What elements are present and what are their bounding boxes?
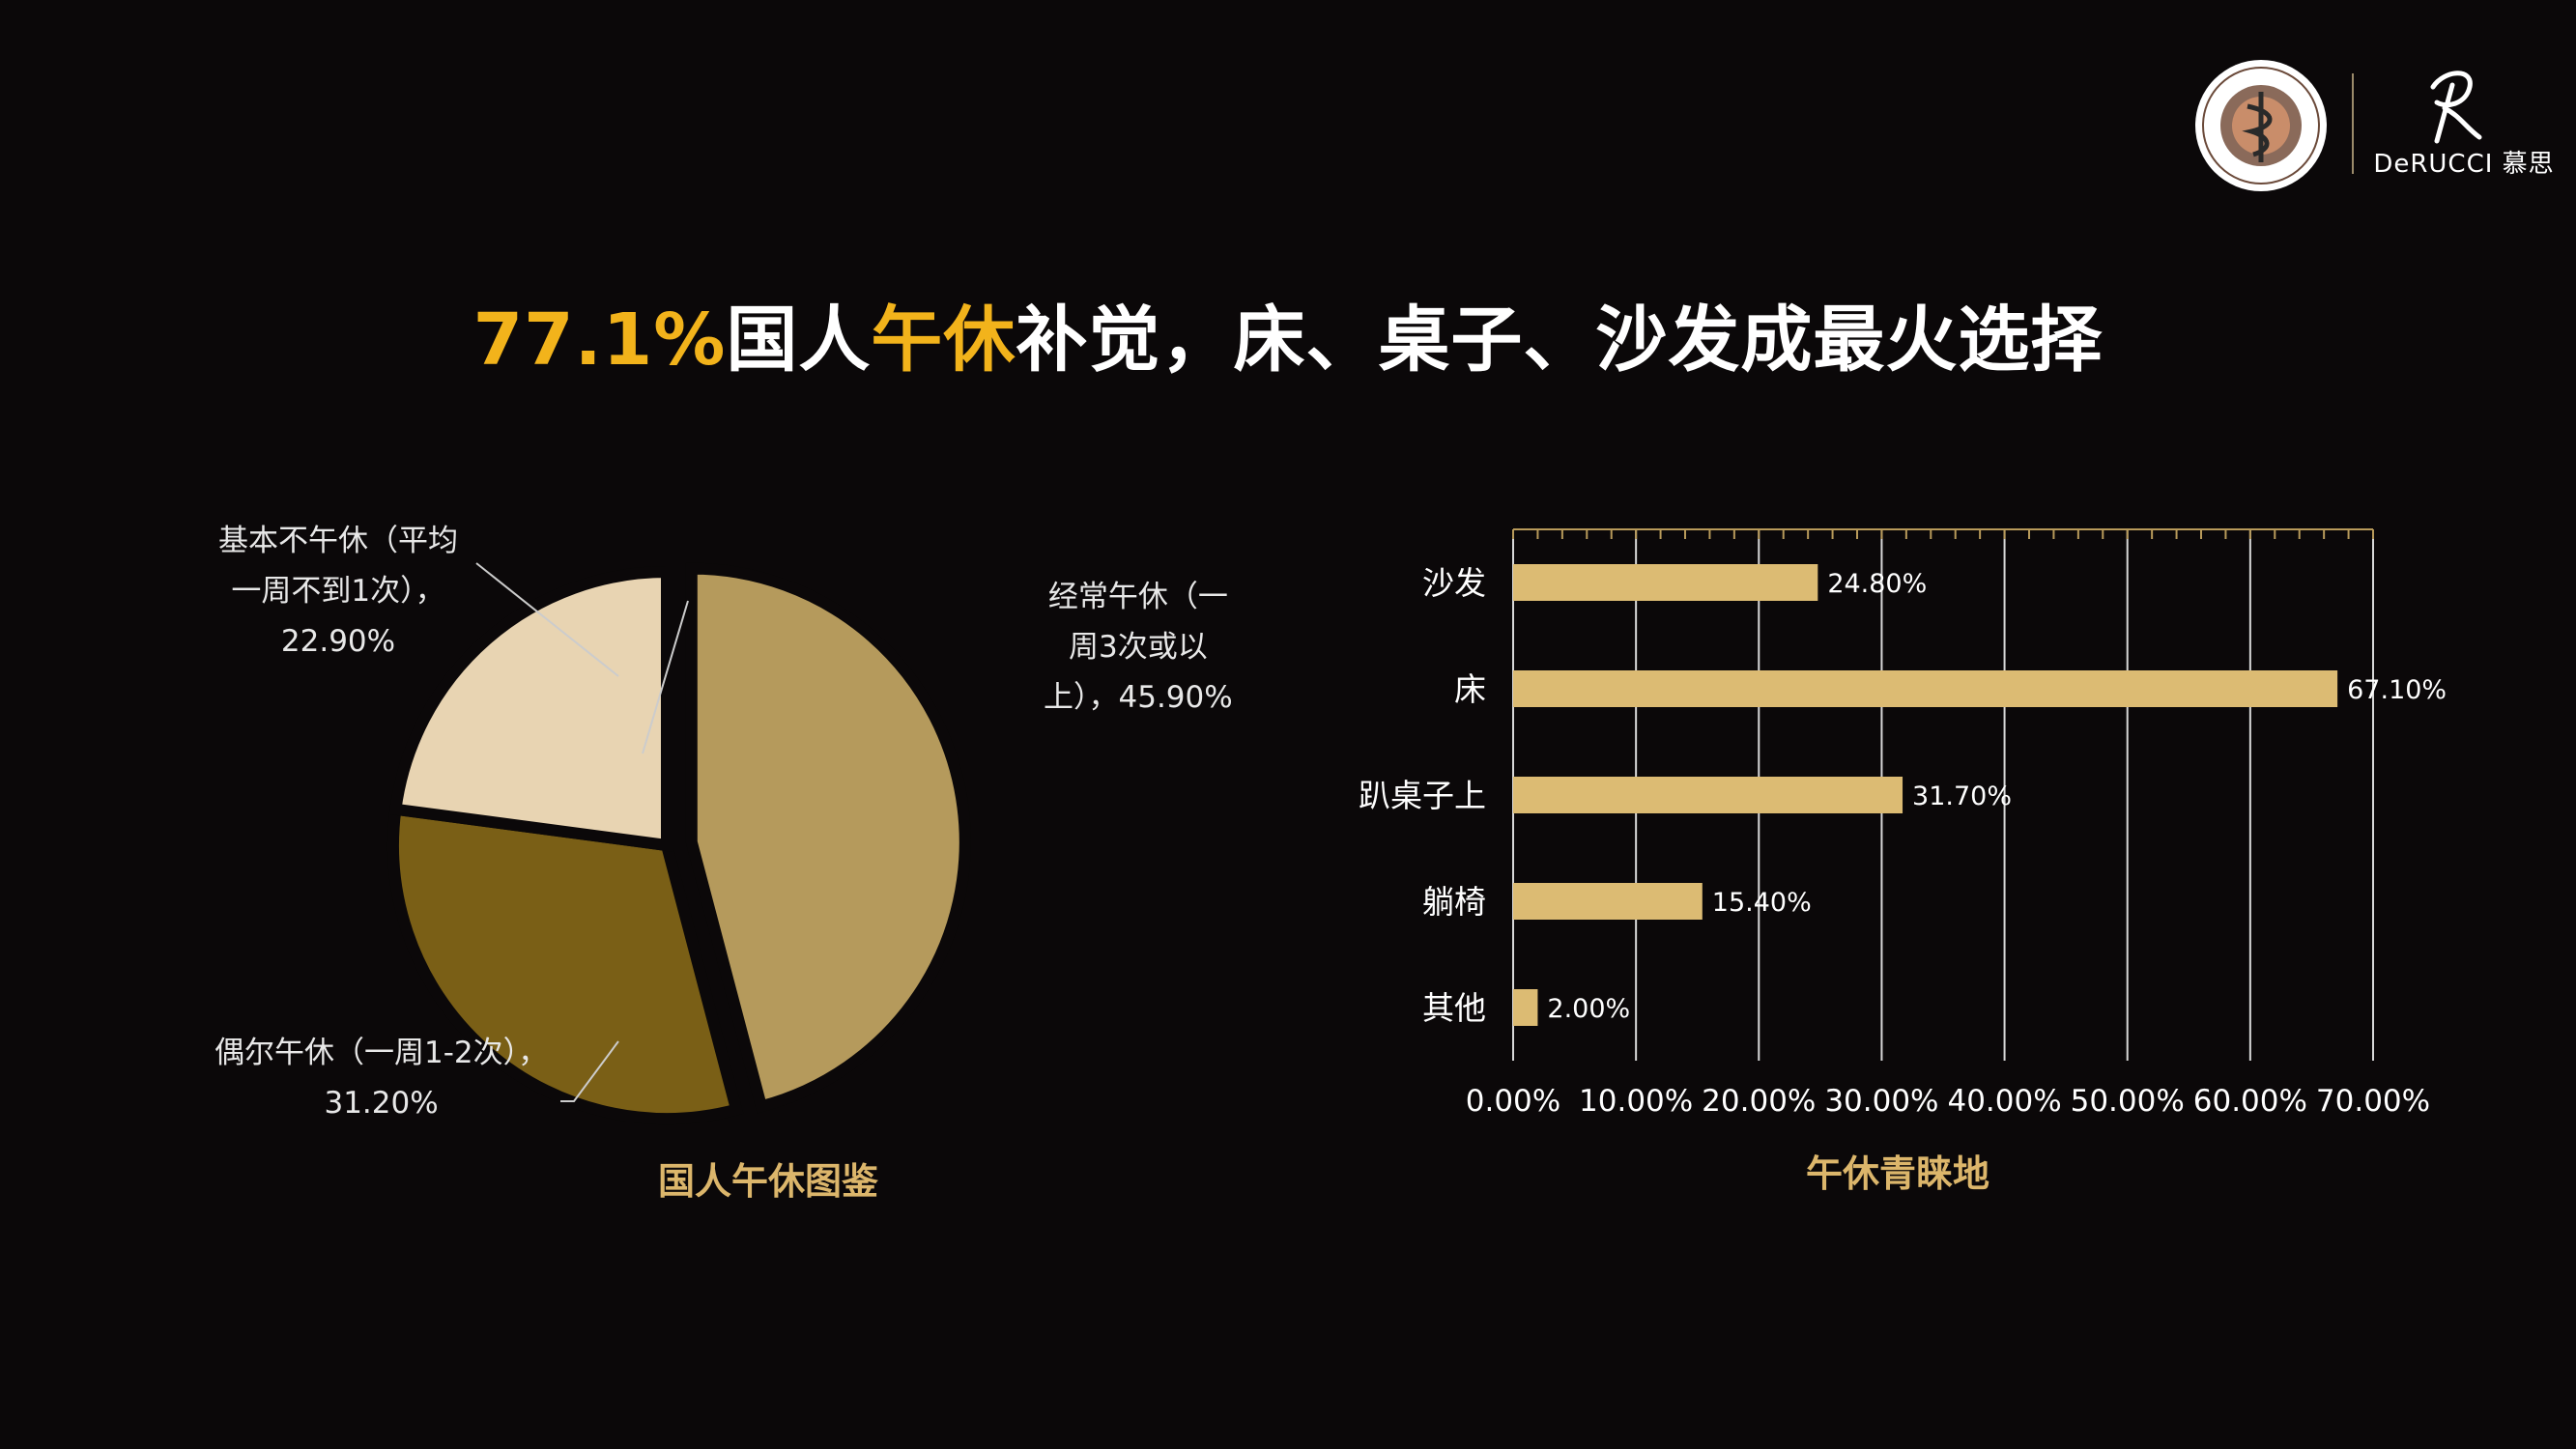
pie-slice-occasional [387,803,744,1124]
bar-axis-tick-label: 0.00% [1466,1084,1560,1119]
bar-category-label: 其他 [1422,989,1486,1027]
logo-graphic: DeRUCCI 慕思 [2195,60,2554,191]
pie-label-line: 经常午休（一 [1047,580,1228,614]
brand-text: DeRUCCI 慕思 [2373,150,2554,179]
bar-axis-tick-label: 60.00% [2193,1084,2307,1119]
bar-marks [1513,564,2338,1026]
bar-axis-ticks: 0.00% 10.00% 20.00% 30.00% 40.00% 50.00% 60.00… [1466,1084,2430,1119]
bar-axis-tick-label: 40.00% [1947,1084,2061,1119]
bar-axis-tick-label: 10.00% [1579,1084,1693,1119]
pie-label-line: 一周不到1次）， [231,574,445,609]
bar-0 [1513,564,1818,601]
leader-line-rare [475,562,619,677]
bar-2 [1513,777,1903,813]
pie-slice-regular [685,562,971,1114]
bar-axis-tick-label: 70.00% [2316,1084,2430,1119]
bar-value-labels: 24.80% 67.10% 31.70% 15.40% 2.00% [1547,569,2447,1024]
logo-area: DeRUCCI 慕思 [2184,48,2570,203]
pie-label-line: 31.20% [324,1086,439,1121]
pie-label-line: 偶尔午休（一周1-2次）， [215,1036,549,1070]
pie-label-line: 周3次或以 [1068,630,1208,665]
bar-3 [1513,883,1703,920]
bar-category-label: 沙发 [1422,564,1486,602]
pie-label-rare: 基本不午休（平均 一周不到1次）， 22.90% [218,516,458,667]
bar-axis-tick-label: 20.00% [1702,1084,1816,1119]
bar-value-label: 2.00% [1547,994,1630,1024]
headline-percent: 77.1% [472,298,727,382]
pie-label-line: 上），45.90% [1044,680,1233,715]
headline-rest: 补觉，床、桌子、沙发成最火选择 [1016,298,2104,382]
bar-category-label: 躺椅 [1422,883,1486,921]
bar-value-label: 31.70% [1912,781,2012,811]
bar-value-label: 24.80% [1827,569,1927,599]
pie-label-occasional: 偶尔午休（一周1-2次）， 31.20% [215,1028,548,1128]
pie-chart-title: 国人午休图鉴 [657,1160,879,1203]
pie-slice-rare [388,565,673,852]
bar-category-label: 趴桌子上 [1359,777,1486,814]
bar-1 [1513,670,2338,707]
leader-line-occasional [560,1040,619,1102]
pie-label-line: 基本不午休（平均 [218,524,458,558]
page-title: 77.1%国人午休补觉，床、桌子、沙发成最火选择 [0,282,2576,385]
bar-value-label: 67.10% [2347,675,2447,705]
pie-label-regular: 经常午休（一 周3次或以 上），45.90% [1044,572,1233,723]
leader-line-regular [642,600,689,754]
bar-axis-tick-label: 30.00% [1824,1084,1938,1119]
headline-keyword: 午休 [871,298,1016,382]
bar-category-label: 床 [1454,670,1486,708]
bar-value-label: 15.40% [1712,888,1812,918]
derucci-logo-icon [2430,71,2482,144]
bar-axis-tick-label: 50.00% [2071,1084,2185,1119]
headline-segment: 国人 [726,298,872,382]
sleep-society-seal [2195,60,2327,191]
bar-4 [1513,989,1538,1026]
bar-chart-title: 午休青睐地 [1805,1152,1990,1195]
pie-label-line: 22.90% [280,624,396,659]
